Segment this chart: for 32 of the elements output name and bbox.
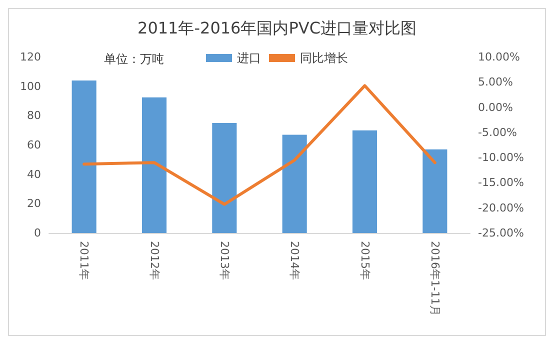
y2-tick-label: 10.00% (478, 50, 520, 64)
y-tick-label: 0 (34, 226, 41, 240)
line-series (82, 84, 436, 206)
y-tick-label: 80 (27, 109, 41, 122)
x-tick-label: 2012年 (148, 241, 161, 280)
x-tick-label: 2015年 (358, 241, 372, 280)
bar (212, 123, 237, 233)
y2-tick-label: -10.00% (478, 151, 524, 164)
bar (142, 97, 167, 233)
y-tick-label: 20 (27, 197, 41, 210)
y2-tick-label: -15.00% (478, 176, 524, 190)
y-tick-label: 60 (27, 138, 41, 152)
annotation: 单位：万吨 (104, 52, 164, 66)
y2-tick-label: -5.00% (478, 126, 517, 139)
bar (282, 134, 307, 233)
x-tick-label: 2014年 (288, 241, 302, 280)
y2-tick-label: -20.00% (478, 201, 524, 214)
x-tick-label: 2011年 (78, 241, 91, 280)
x-tick-label: 2013年 (218, 241, 231, 280)
bar (352, 130, 378, 233)
x-tick-label: 2016年1-11月 (428, 241, 442, 316)
y-tick-label: 100 (20, 80, 41, 93)
legend-label: 进口 (237, 51, 261, 65)
bar (72, 80, 96, 233)
y-tick-label: 40 (27, 168, 41, 181)
bar (422, 149, 448, 233)
y2-tick-label: -25.00% (478, 226, 524, 240)
y-tick-label: 120 (20, 50, 41, 64)
chart-title: 2011年-2016年国内PVC进口量对比图 (138, 18, 416, 38)
legend-label: 同比增长 (300, 51, 348, 65)
y2-tick-label: 0.00% (478, 100, 513, 114)
y2-tick-label: 5.00% (478, 76, 513, 89)
